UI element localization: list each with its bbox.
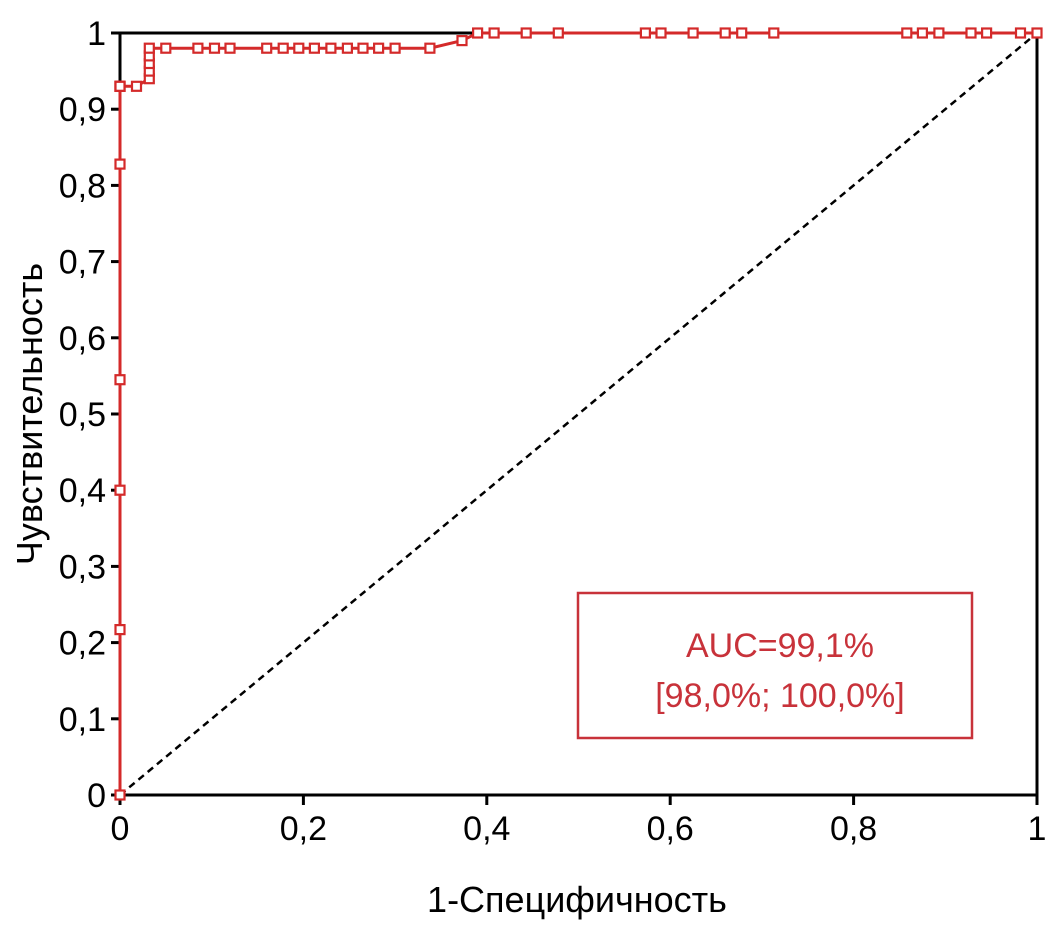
roc-point: [357, 42, 369, 54]
y-tick-label: 0,9: [59, 91, 106, 129]
roc-curve-markers: [114, 27, 1043, 801]
roc-point: [456, 34, 468, 47]
roc-point: [114, 623, 126, 636]
roc-point: [224, 42, 236, 54]
y-axis-title: Чувствительность: [9, 263, 50, 565]
x-tick-label: 1: [1028, 810, 1047, 848]
roc-point: [639, 27, 652, 39]
roc-point: [114, 158, 126, 170]
x-tick-label: 0,2: [280, 810, 327, 848]
roc-point: [980, 27, 993, 39]
roc-point: [373, 42, 385, 54]
roc-point: [308, 42, 320, 54]
roc-point: [472, 27, 484, 39]
roc-point: [424, 42, 436, 54]
y-tick-label: 0: [87, 777, 106, 815]
roc-point: [114, 789, 126, 801]
y-tick-label: 0,7: [59, 244, 106, 282]
y-tick-label: 0,2: [59, 625, 106, 663]
roc-point: [261, 42, 273, 54]
auc-box: [576, 591, 974, 740]
reference-diagonal-line: [119, 32, 1038, 796]
roc-point: [114, 484, 126, 496]
roc-point: [965, 27, 977, 39]
y-axis-ticks: 0 0,1 0,2 0,3 0,4 0,5 0,6 0,7 0,8 0,9 1: [59, 15, 120, 815]
y-tick-label: 1: [87, 15, 106, 53]
roc-point: [687, 27, 699, 39]
roc-point: [768, 27, 780, 39]
roc-point: [1031, 27, 1043, 39]
roc-point: [130, 80, 143, 92]
roc-point: [655, 27, 667, 39]
auc-ci-text: [98,0%; 100,0%]: [655, 677, 905, 715]
roc-point: [114, 374, 126, 386]
roc-point: [520, 27, 532, 39]
roc-point: [293, 42, 305, 54]
roc-point: [341, 42, 353, 54]
auc-value-text: AUC=99,1%: [686, 627, 874, 665]
roc-point: [933, 27, 945, 39]
roc-point: [719, 27, 731, 39]
auc-annotation: AUC=99,1% [98,0%; 100,0%]: [576, 591, 974, 740]
x-tick-label: 0,4: [463, 810, 510, 848]
y-tick-label: 0,3: [59, 548, 106, 586]
roc-point: [114, 80, 126, 92]
y-tick-label: 0,6: [59, 320, 106, 358]
x-axis-ticks: 0 0,2 0,4 0,6 0,8 1: [111, 795, 1047, 848]
roc-point: [208, 42, 221, 54]
x-tick-label: 0: [111, 810, 130, 848]
roc-point: [552, 27, 564, 39]
roc-point: [1014, 27, 1027, 39]
roc-point: [389, 42, 401, 54]
roc-point: [143, 42, 155, 54]
roc-point: [916, 27, 929, 39]
x-tick-label: 0,8: [830, 810, 877, 848]
roc-point: [488, 27, 500, 39]
y-tick-label: 0,8: [59, 167, 106, 205]
roc-point: [192, 42, 204, 54]
roc-point: [160, 42, 172, 54]
x-axis-title: 1-Специфичность: [427, 879, 727, 920]
y-tick-label: 0,5: [59, 396, 106, 434]
y-tick-label: 0,1: [59, 701, 106, 739]
roc-point: [736, 27, 748, 39]
y-tick-label: 0,4: [59, 472, 106, 510]
roc-point: [325, 42, 337, 54]
x-tick-label: 0,6: [647, 810, 694, 848]
roc-point: [277, 42, 289, 54]
roc-point: [901, 27, 913, 39]
